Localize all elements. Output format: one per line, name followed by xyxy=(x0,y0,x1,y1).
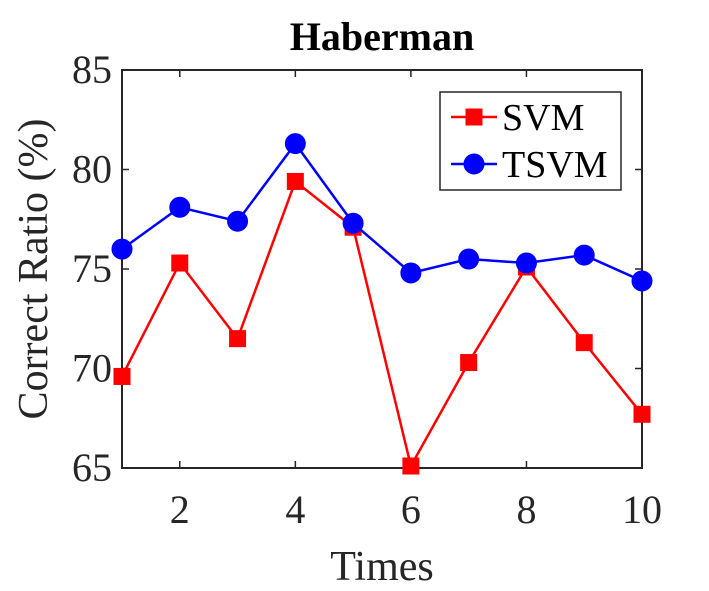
y-tick-label: 80 xyxy=(72,147,112,192)
data-point-svm xyxy=(402,457,420,475)
data-point-tsvm xyxy=(342,212,364,234)
series-line-svm xyxy=(120,179,643,470)
data-point-tsvm xyxy=(111,238,133,260)
y-tick-label: 75 xyxy=(72,246,112,291)
data-point-svm xyxy=(633,405,651,423)
y-axis: 65 70 75 80 85 xyxy=(72,47,642,490)
x-tick-label: 8 xyxy=(516,487,536,532)
y-axis-label: Correct Ratio (%) xyxy=(11,119,57,420)
x-axis: 2 4 6 8 10 xyxy=(170,70,662,532)
data-point-tsvm xyxy=(227,210,249,232)
data-point-svm xyxy=(171,254,189,272)
legend: SVM TSVM xyxy=(439,91,622,191)
x-axis-label: Times xyxy=(330,544,434,590)
data-point-tsvm xyxy=(458,248,480,270)
x-tick-label: 4 xyxy=(285,487,305,532)
x-tick-label: 6 xyxy=(401,487,421,532)
data-point-tsvm xyxy=(284,133,306,155)
y-tick-label: 85 xyxy=(72,47,112,92)
x-tick-label: 2 xyxy=(170,487,190,532)
x-tick-label: 10 xyxy=(622,487,662,532)
data-point-svm xyxy=(286,172,304,190)
data-point-svm xyxy=(575,334,593,352)
data-point-tsvm xyxy=(573,244,595,266)
legend-marker-tsvm xyxy=(463,153,485,175)
data-point-svm xyxy=(460,354,478,372)
data-point-svm xyxy=(113,367,131,385)
y-tick-label: 65 xyxy=(72,445,112,490)
y-tick-label: 70 xyxy=(72,346,112,391)
legend-label-tsvm: TSVM xyxy=(502,144,608,186)
data-point-svm xyxy=(229,330,247,348)
chart-title: Haberman xyxy=(290,14,474,59)
data-point-tsvm xyxy=(169,196,191,218)
legend-marker-svm xyxy=(465,108,483,126)
data-point-tsvm xyxy=(631,270,653,292)
legend-label-svm: SVM xyxy=(502,97,584,139)
data-point-tsvm xyxy=(400,262,422,284)
data-point-tsvm xyxy=(515,252,537,274)
series-layer xyxy=(111,133,653,475)
series-tsvm xyxy=(111,133,653,292)
series-line-tsvm xyxy=(121,141,643,283)
